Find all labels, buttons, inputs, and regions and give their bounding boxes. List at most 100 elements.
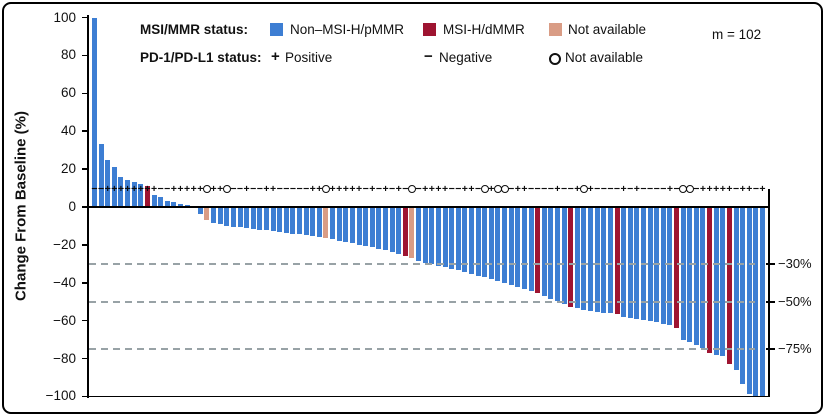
bar — [482, 207, 488, 278]
pd-marker-positive-icon: + — [382, 182, 389, 195]
pd-marker-negative-icon: − — [236, 182, 244, 195]
bar — [224, 207, 230, 226]
bar — [594, 207, 600, 312]
bar — [303, 207, 309, 236]
bar — [574, 207, 580, 309]
pd-marker-negative-icon: − — [541, 182, 548, 195]
bar — [429, 207, 435, 265]
bar — [475, 207, 481, 276]
bar — [230, 207, 236, 227]
pd-marker-negative-icon: − — [402, 182, 409, 195]
y-tick — [81, 92, 88, 95]
bar — [693, 207, 699, 346]
pd-marker-positive-icon: + — [184, 182, 191, 195]
pd-marker-positive-icon: + — [309, 182, 316, 195]
pd-marker-positive-icon: + — [117, 182, 125, 195]
pd-marker-negative-icon: − — [527, 182, 535, 195]
bar — [204, 207, 210, 221]
bar — [257, 207, 263, 230]
bar — [660, 207, 666, 324]
y-tick-label: 0 — [68, 199, 76, 214]
bar — [442, 207, 448, 268]
pd-marker-positive-icon: + — [395, 182, 402, 195]
pd-marker-negative-icon: − — [640, 182, 647, 195]
bar — [237, 207, 243, 228]
bar — [125, 179, 131, 207]
bar — [753, 207, 759, 397]
pd-marker-negative-icon: − — [256, 182, 263, 195]
pd-marker-positive-icon: + — [144, 182, 151, 195]
pd-marker-positive-icon: + — [124, 182, 131, 195]
pd-marker-not-available-icon — [408, 185, 417, 193]
bar — [158, 196, 164, 207]
open-circle-icon — [549, 53, 561, 65]
bar — [111, 167, 117, 207]
bar — [541, 207, 547, 297]
bar — [396, 207, 402, 254]
bar — [422, 207, 428, 263]
pd-marker-positive-icon: + — [666, 182, 673, 195]
y-tick — [81, 281, 88, 284]
legend-label-pmmr: Non–MSI-H/pMMR — [290, 22, 405, 37]
pd-marker-positive-icon: + — [269, 182, 277, 195]
bar — [713, 207, 719, 355]
pd-marker-negative-icon: − — [673, 182, 680, 195]
pd-marker-positive-icon: + — [713, 182, 720, 195]
zero-baseline — [88, 205, 770, 209]
bar — [449, 207, 455, 269]
pd-marker-negative-icon: − — [448, 182, 455, 195]
pd-marker-negative-icon: − — [752, 182, 759, 195]
pd-marker-not-available-icon — [222, 185, 231, 193]
reference-line-label: −50% — [778, 293, 812, 309]
y-tick — [81, 395, 88, 398]
pd-marker-positive-icon: + — [759, 182, 766, 195]
bar — [687, 207, 693, 343]
pd-marker-negative-icon: − — [607, 182, 614, 195]
bar — [733, 207, 739, 370]
y-tick-label: −40 — [53, 274, 76, 290]
pd-marker-positive-icon: + — [349, 182, 356, 195]
bar — [144, 186, 150, 207]
pd-marker-positive-icon: + — [468, 182, 475, 195]
pd-marker-positive-icon: + — [514, 182, 521, 195]
pd-marker-negative-icon: − — [475, 182, 482, 195]
pd-marker-negative-icon: − — [164, 182, 171, 195]
bar — [151, 194, 157, 207]
pd-marker-not-available-icon — [480, 185, 489, 193]
pd-marker-negative-icon: − — [594, 182, 601, 195]
pd-marker-positive-icon: + — [435, 182, 442, 195]
bar — [760, 207, 765, 397]
pd-marker-positive-icon: + — [342, 182, 349, 195]
pd-marker-positive-icon: + — [620, 182, 627, 195]
reference-line-label: −75% — [778, 341, 812, 357]
bar — [197, 207, 203, 214]
bar — [211, 207, 217, 224]
bar — [330, 207, 336, 240]
bar — [462, 207, 468, 272]
reference-line — [89, 300, 755, 303]
bar — [171, 202, 177, 207]
y-tick-label: 20 — [60, 161, 76, 177]
y-tick — [81, 244, 88, 246]
pd-marker-negative-icon: − — [534, 182, 541, 195]
y-tick — [81, 319, 88, 322]
pd-marker-positive-icon: + — [422, 182, 429, 195]
bar — [363, 207, 369, 247]
pd-marker-positive-icon: + — [217, 182, 224, 195]
pd-marker-negative-icon: − — [303, 182, 310, 195]
pd-marker-negative-icon: − — [276, 182, 283, 195]
pd-marker-positive-icon: + — [719, 182, 726, 195]
bar — [588, 207, 594, 312]
bar — [495, 207, 501, 282]
bar — [607, 207, 613, 314]
pd-marker-positive-icon: + — [150, 182, 158, 195]
pd-marker-not-available-icon — [685, 185, 694, 193]
legend-swatch-dmmr — [423, 23, 436, 36]
bar — [383, 207, 389, 251]
pd-marker-negative-icon: − — [508, 182, 515, 195]
bar — [164, 201, 170, 207]
bar — [680, 207, 686, 340]
pd-marker-negative-icon: − — [389, 182, 396, 195]
bar — [667, 207, 673, 326]
